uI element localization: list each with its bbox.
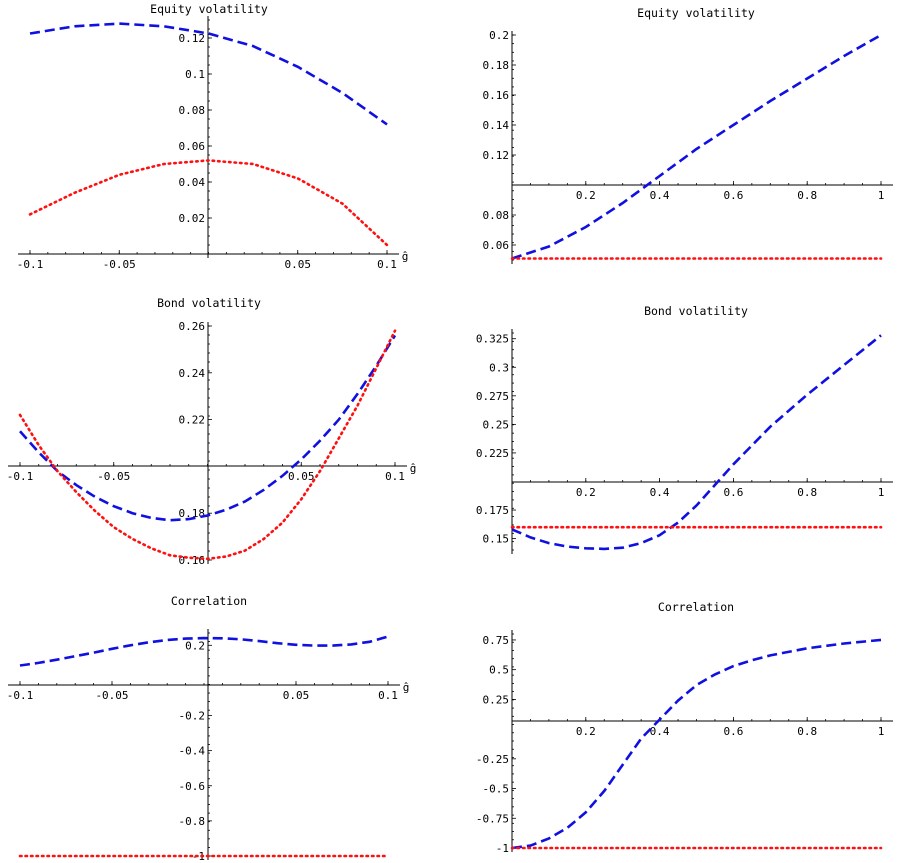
x-tick-label: 0.6 [723,486,743,499]
y-tick-label: -0.4 [179,745,206,758]
y-tick-label: 0.18 [483,59,510,72]
dotted-series-line [18,329,397,561]
chart-title: Equity volatility [150,2,268,16]
x-tick-label: 0.8 [797,189,817,202]
y-tick-label: 0.12 [179,32,206,45]
y-tick-label: 0.5 [489,664,509,677]
x-tick-label: 0.1 [378,689,398,702]
x-tick-label: 0.4 [650,486,670,499]
dashed-series-line [19,334,397,522]
x-tick-label: 0.4 [650,725,670,738]
chart-panel-5: Correlation -0.1 -0.05 0.05 0.1 0.2 -0.2 -0.4 -0… [7,594,410,863]
chart-title: Bond volatility [644,304,748,318]
x-axis-label: ĝ [402,250,409,263]
y-tick-label: -0.75 [476,812,509,825]
x-tick-label: 1 [878,725,885,738]
y-tick-label: 0.275 [476,390,509,403]
y-tick-label: 0.325 [476,333,509,346]
y-tick-label: -0.8 [179,815,206,828]
chart-panel-4: Bond volatility 0.2 0.4 0.6 0.8 1 0.15 0.175 0.2… [476,304,893,554]
chart-panel-3: Bond volatility -0.1 -0.05 0.05 0.1 0.16 0.18 0… [7,296,417,567]
y-tick-label: 0.3 [489,361,509,374]
y-tick-label: -0.6 [179,780,206,793]
x-tick-label: 0.1 [385,470,405,483]
y-tick-label: 0.16 [483,89,510,102]
x-tick-label: -0.1 [7,470,34,483]
chart-panel-1: Equity volatility -0.1 -0.05 0.05 0.1 0.02 0.0… [17,2,409,271]
x-tick-label: -0.1 [17,258,44,271]
y-tick-label: 0.14 [483,119,510,132]
y-tick-label: 0.08 [483,209,510,222]
y-tick-label: 0.25 [483,418,510,431]
dashed-series-line [511,638,882,850]
x-tick-label: -0.05 [95,689,128,702]
y-tick-label: -0.2 [179,710,206,723]
x-tick-label: -0.05 [97,470,130,483]
y-tick-label: 0.16 [179,554,206,567]
y-tick-label: 0.175 [476,504,509,517]
y-tick-label: -0.25 [476,753,509,766]
chart-panel-6: Correlation 0.2 0.4 0.6 0.8 1 0.75 0.5 0.25 -0.25… [476,600,893,855]
dashed-series-line [29,22,388,126]
x-tick-label: 0.1 [377,258,397,271]
x-tick-label: 0.6 [723,189,743,202]
y-tick-label: 0.25 [483,693,510,706]
y-tick-label: 0.26 [179,320,206,333]
x-tick-label: 0.2 [576,486,596,499]
x-tick-label: 0.2 [576,725,596,738]
y-tick-label: 0.24 [179,367,206,380]
x-tick-label: 0.05 [288,470,315,483]
y-tick-label: 0.06 [179,140,206,153]
x-tick-label: 0.6 [723,725,743,738]
x-tick-label: 1 [878,189,885,202]
y-tick-label: 0.04 [179,176,206,189]
dotted-series-line [28,159,389,247]
chart-panel-2: Equity volatility 0.2 0.4 0.6 0.8 1 0.06 0.08 0.… [483,6,893,264]
y-tick-label: 0.2 [185,639,205,652]
x-tick-label: -0.05 [103,258,136,271]
y-tick-label: 0.22 [179,414,206,427]
y-tick-label: 0.2 [489,29,509,42]
x-tick-label: 0.05 [285,258,312,271]
y-tick-label: 0.06 [483,239,510,252]
x-tick-label: 0.8 [797,725,817,738]
y-tick-label: -0.5 [483,783,510,796]
chart-title: Correlation [171,594,247,608]
y-tick-label: 0.225 [476,447,509,460]
dashed-series-line [511,33,882,260]
x-tick-label: 1 [878,486,885,499]
y-tick-label: -1 [496,842,509,855]
x-tick-label: 0.2 [576,189,596,202]
chart-title: Bond volatility [157,296,261,310]
x-axis-label: ĝ [410,462,417,475]
x-tick-label: 0.4 [650,189,670,202]
x-axis-label: ĝ [403,681,410,694]
y-tick-label: 0.15 [483,533,510,546]
y-tick-label: 0.12 [483,149,510,162]
x-tick-label: 0.8 [797,486,817,499]
x-tick-label: -0.1 [7,689,34,702]
dashed-series-line [511,334,882,551]
chart-title: Equity volatility [637,6,755,20]
y-tick-label: 0.02 [179,212,206,225]
x-tick-label: 0.05 [283,689,310,702]
dashed-series-line [19,635,389,667]
y-tick-label: 0.75 [483,634,510,647]
y-tick-label: 0.08 [179,104,206,117]
y-tick-label: 0.18 [179,507,206,520]
chart-title: Correlation [658,600,734,614]
y-tick-label: 0.1 [185,68,205,81]
